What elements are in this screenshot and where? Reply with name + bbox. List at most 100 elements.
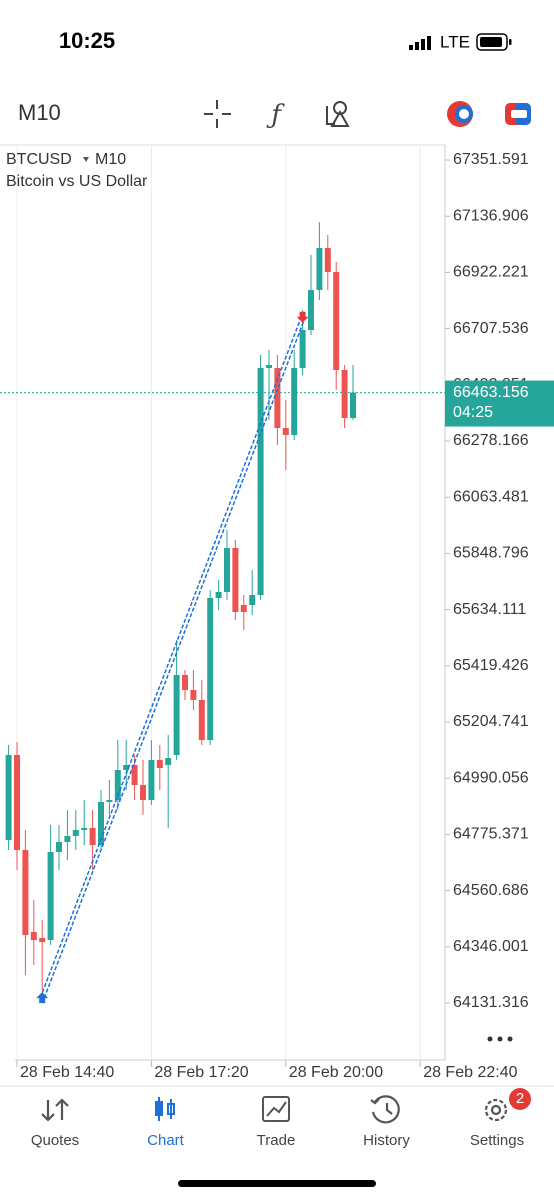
- chart-icon: [155, 1097, 175, 1121]
- candle-body: [299, 330, 306, 369]
- candle-body: [282, 428, 289, 435]
- y-tick-label: 66063.481: [453, 488, 529, 505]
- y-tick-label: 65419.426: [453, 657, 529, 674]
- status-network: LTE: [440, 32, 470, 51]
- candle-body: [39, 938, 46, 942]
- candle-body: [291, 368, 298, 435]
- battery-icon: [476, 33, 512, 51]
- candle-body: [266, 365, 272, 369]
- tab-label[interactable]: History: [363, 1132, 410, 1149]
- objects-button[interactable]: [326, 101, 350, 127]
- candle-body: [165, 758, 172, 765]
- signal-icon: [409, 36, 431, 50]
- trade-line: [39, 318, 302, 999]
- tab-label[interactable]: Quotes: [31, 1132, 79, 1149]
- y-tick-label: 67136.906: [453, 207, 529, 224]
- more-button[interactable]: [487, 1036, 513, 1042]
- y-tick-label: 67351.591: [453, 151, 529, 168]
- y-tick-label: 64990.056: [453, 769, 529, 786]
- x-tick-label: 28 Feb 22:40: [423, 1064, 517, 1081]
- chart-symbol: BTCUSD: [6, 151, 72, 168]
- x-tick-label: 28 Feb 14:40: [20, 1064, 114, 1081]
- candle-body: [274, 368, 281, 429]
- y-tick-label: 64346.001: [453, 938, 529, 955]
- candle-body: [5, 755, 12, 840]
- candle-body: [81, 828, 88, 830]
- candle-body: [232, 548, 239, 612]
- candle-body: [249, 595, 256, 605]
- history-icon: [370, 1095, 400, 1124]
- tab-label[interactable]: Chart: [147, 1132, 185, 1149]
- candle-body: [190, 690, 197, 700]
- candle-body: [173, 675, 180, 755]
- y-tick-label: 65634.111: [453, 601, 526, 618]
- trade-line: [43, 318, 306, 999]
- candle-body: [257, 368, 264, 595]
- tab-label[interactable]: Trade: [257, 1132, 296, 1149]
- y-tick-label: 64560.686: [453, 882, 529, 899]
- chart-description: Bitcoin vs US Dollar: [6, 173, 148, 190]
- candle-body: [123, 765, 130, 770]
- candle-body: [215, 591, 222, 599]
- candle-body: [182, 675, 188, 690]
- plot: [5, 221, 356, 1004]
- candle-body: [22, 850, 29, 935]
- candle-body: [98, 801, 104, 845]
- settings-badge: [509, 1088, 531, 1110]
- home-indicator: [178, 1180, 376, 1187]
- y-tick-label: 65204.741: [453, 713, 529, 730]
- trade-icon: [262, 1096, 290, 1122]
- candle-body: [89, 828, 96, 845]
- y-tick-label: 66278.166: [453, 432, 529, 449]
- candle-body: [324, 248, 331, 272]
- trade-button[interactable]: [505, 103, 531, 125]
- sell-arrow: [296, 311, 309, 323]
- candle-body: [114, 770, 121, 800]
- y-tick-label: 66707.536: [453, 320, 529, 337]
- quotes-icon: [41, 1098, 69, 1122]
- y-tick-label: 64131.316: [453, 994, 529, 1011]
- tabs: Quotes Chart Trade History Settings: [31, 1132, 524, 1149]
- candle-body: [148, 760, 155, 800]
- account-button[interactable]: [447, 101, 473, 127]
- candle-body: [198, 700, 205, 740]
- candle-body: [131, 765, 138, 785]
- candle-body: [333, 271, 340, 370]
- candle-body: [207, 598, 214, 740]
- candle-body: [64, 835, 71, 842]
- candle-body: [14, 755, 20, 850]
- candle-body: [316, 248, 323, 290]
- y-tick-label: 65848.796: [453, 545, 529, 562]
- grid: [16, 145, 421, 1060]
- buy-arrow: [36, 992, 49, 1004]
- candle-body: [156, 760, 163, 769]
- candle-body: [350, 392, 356, 419]
- candle-body: [72, 830, 79, 836]
- x-tick-label: 28 Feb 17:20: [154, 1064, 248, 1081]
- indicators-button[interactable]: ƒ: [266, 100, 285, 130]
- current-price-label: 66463.156: [453, 384, 529, 401]
- candle-body: [56, 841, 62, 852]
- candle-body: [47, 851, 54, 940]
- candle-body: [240, 605, 247, 612]
- candle-body: [224, 548, 230, 592]
- x-tick-label: 28 Feb 20:00: [289, 1064, 383, 1081]
- candle-body: [341, 370, 348, 419]
- timeframe-button[interactable]: M10: [18, 100, 61, 125]
- candle-body: [308, 290, 314, 330]
- settings-icon: [484, 1098, 508, 1122]
- candle-body: [106, 800, 113, 802]
- y-tick-label: 64775.371: [453, 826, 529, 843]
- countdown-label: 04:25: [453, 404, 493, 421]
- tab-label[interactable]: Settings: [470, 1132, 524, 1149]
- symbol-dropdown[interactable]: [83, 157, 89, 162]
- status-time: 10:25: [59, 28, 115, 53]
- y-tick-label: 66922.221: [453, 264, 529, 281]
- chart-timeframe: M10: [95, 151, 126, 168]
- crosshair-button[interactable]: [204, 100, 231, 128]
- candle-body: [140, 785, 146, 800]
- candle-body: [30, 931, 37, 940]
